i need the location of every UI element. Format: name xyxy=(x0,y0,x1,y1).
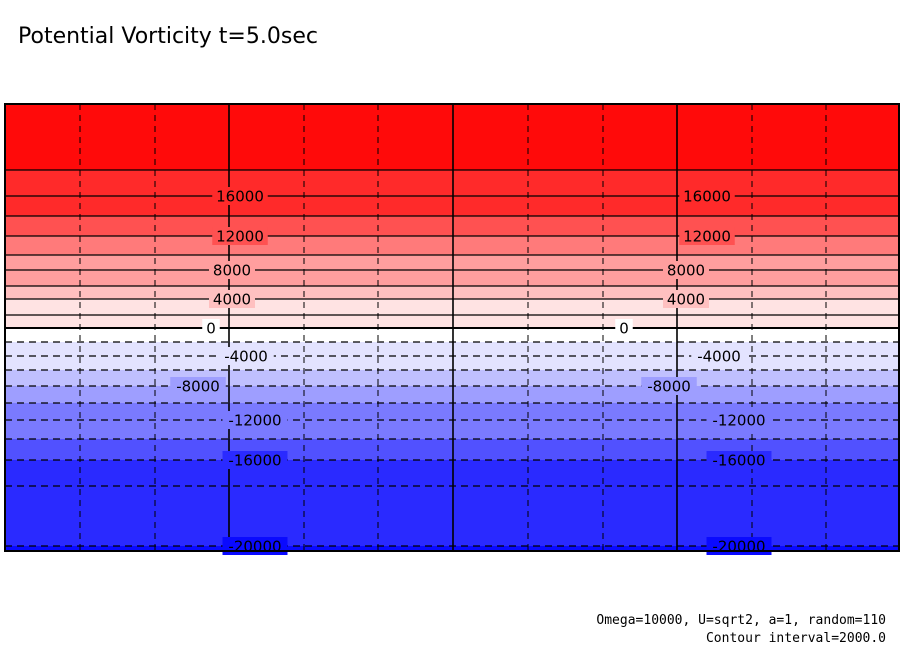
pv-band xyxy=(5,286,899,300)
contour-label-bg xyxy=(209,261,255,279)
pv-band xyxy=(5,170,899,197)
run-parameters: Omega=10000, U=sqrt2, a=1, random=110 xyxy=(596,613,886,628)
contour-label: 0 xyxy=(206,320,216,338)
pv-band xyxy=(5,255,899,271)
pv-band xyxy=(5,196,899,217)
contour-label-bg xyxy=(679,227,735,245)
contour-label: -12000 xyxy=(228,412,281,430)
chart-title: Potential Vorticity t=5.0sec xyxy=(18,24,318,49)
contour-label-bg xyxy=(202,319,220,337)
contour-label: -8000 xyxy=(176,378,220,396)
contour-interval-note: Contour interval=2000.0 xyxy=(705,631,886,646)
pv-band xyxy=(5,299,899,316)
contour-label-bg xyxy=(691,347,747,365)
contour-label-bg xyxy=(663,261,709,279)
contour-label-bg xyxy=(212,187,268,205)
pv-band xyxy=(5,486,899,547)
contour-label: 16000 xyxy=(683,188,731,206)
contour-label: 8000 xyxy=(213,262,251,280)
contour-label: 16000 xyxy=(216,188,264,206)
contour-label-bg xyxy=(615,319,633,337)
contour-label-bg xyxy=(170,377,226,395)
pv-band xyxy=(5,315,899,329)
contour-label: 4000 xyxy=(667,291,705,309)
pv-band xyxy=(5,386,899,404)
contour-label: -16000 xyxy=(228,452,281,470)
contour-label-bg xyxy=(212,227,268,245)
contour-label-bg xyxy=(218,347,274,365)
contour-lines xyxy=(5,169,899,547)
pv-band xyxy=(5,546,899,552)
contour-label: -20000 xyxy=(228,538,281,556)
contour-label-bg xyxy=(706,411,772,429)
contour-label-bg xyxy=(706,451,772,469)
contour-label: -20000 xyxy=(712,538,765,556)
contour-label: 8000 xyxy=(667,262,705,280)
contour-label-bg xyxy=(209,290,255,308)
pv-band xyxy=(5,328,899,343)
contour-label: -8000 xyxy=(647,378,691,396)
contour-label-bg xyxy=(222,451,288,469)
contour-label-bg xyxy=(663,290,709,308)
pv-band xyxy=(5,342,899,357)
contour-label: -4000 xyxy=(224,348,268,366)
contour-label: -16000 xyxy=(712,452,765,470)
contour-label-bg xyxy=(222,411,288,429)
pv-band xyxy=(5,216,899,237)
contour-label: -4000 xyxy=(697,348,741,366)
pv-band xyxy=(5,104,899,171)
pv-band xyxy=(5,370,899,387)
contour-label: 4000 xyxy=(213,291,251,309)
contour-label: 12000 xyxy=(216,228,264,246)
contour-label: -12000 xyxy=(712,412,765,430)
pv-band xyxy=(5,356,899,371)
pv-band xyxy=(5,236,899,256)
contour-label: 12000 xyxy=(683,228,731,246)
contour-label-bg xyxy=(641,377,697,395)
contour-label: 0 xyxy=(619,320,629,338)
pv-band xyxy=(5,270,899,287)
plot-frame xyxy=(4,103,900,552)
contour-label-bg xyxy=(679,187,735,205)
